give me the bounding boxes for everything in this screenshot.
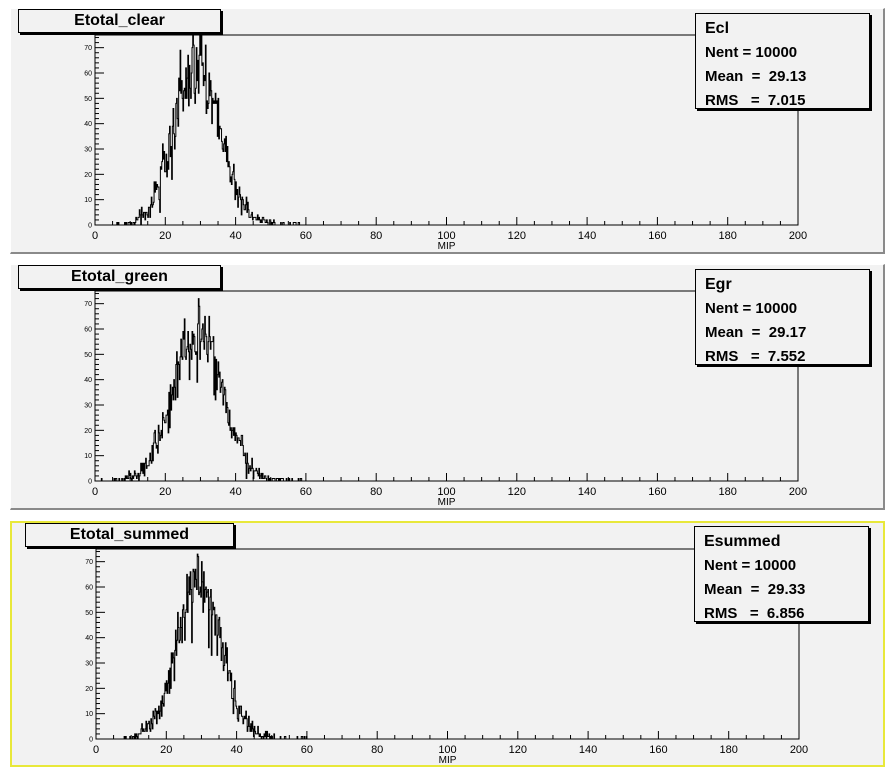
x-tick-label: 160 [648,486,666,498]
x-tick-label: 120 [508,230,526,242]
y-tick-label: 0 [88,479,92,486]
x-tick-label: 140 [578,230,596,242]
x-tick-label: 100 [438,744,456,756]
y-tick-label: 60 [84,327,92,334]
x-axis-label: MIP [438,241,456,252]
x-tick-label: 180 [719,486,737,498]
stats-entries: Nent = 10000 [705,300,798,317]
y-tick-label: 0 [88,223,92,230]
y-tick-label: 30 [84,403,92,410]
x-tick-label: 80 [370,486,382,498]
x-tick-label: 60 [300,230,312,242]
x-tick-label: 200 [789,486,807,498]
y-tick-label: 10 [85,711,93,718]
histogram-title: Etotal_green [18,265,221,289]
y-tick-label: 70 [84,45,92,52]
stats-name: Esummed [704,533,781,550]
y-tick-label: 70 [84,301,92,308]
histogram-plot-summed: 0 10 20 30 40 50 60 70 0 20 40 60 80 100 120 140 160 180 2… [85,548,808,766]
x-tick-label: 40 [230,744,242,756]
y-tick-label: 10 [84,453,92,460]
x-tick-label: 160 [648,230,666,242]
x-tick-label: 60 [300,486,312,498]
plot-frame [94,34,799,226]
histogram-pad-clear[interactable]: 0 10 20 30 40 50 60 70 0 20 40 60 80 100 120 140 160 180 2… [10,8,885,254]
histogram-pad-green[interactable]: 0 10 20 30 40 50 60 70 0 20 40 60 80 100 120 140 160 180 2… [10,264,885,510]
stats-rms: RMS = 7.015 [705,92,806,109]
x-tick-label: 120 [509,744,527,756]
y-tick-label: 20 [85,686,93,693]
x-tick-label: 40 [229,486,241,498]
x-tick-label: 200 [790,744,808,756]
histogram-title: Etotal_clear [18,9,221,33]
y-tick-label: 40 [84,121,92,128]
y-tick-label: 50 [85,610,93,617]
y-tick-label: 20 [84,428,92,435]
y-tick-label: 30 [85,661,93,668]
histogram-line [96,553,799,740]
stats-mean: Mean = 29.33 [704,581,806,598]
x-tick-label: 100 [437,230,455,242]
x-tick-label: 40 [229,230,241,242]
x-tick-label: 80 [370,230,382,242]
histogram-title: Etotal_summed [25,523,234,547]
histogram-line [95,31,798,226]
y-tick-label: 20 [84,172,92,179]
x-tick-label: 0 [92,230,98,242]
x-tick-label: 160 [649,744,667,756]
histogram-plot-clear: 0 10 20 30 40 50 60 70 0 20 40 60 80 100 120 140 160 180 2… [84,31,807,252]
stats-mean: Mean = 29.13 [705,68,807,85]
stats-name: Egr [705,276,732,293]
histogram-pad-summed[interactable]: 0 10 20 30 40 50 60 70 0 20 40 60 80 100 120 140 160 180 2… [10,521,885,767]
x-tick-label: 100 [437,486,455,498]
y-tick-label: 60 [85,585,93,592]
x-axis-label: MIP [439,755,457,766]
y-tick-label: 70 [85,559,93,566]
x-tick-label: 20 [160,744,172,756]
x-tick-label: 140 [578,486,596,498]
x-tick-label: 80 [371,744,383,756]
x-tick-label: 0 [93,744,99,756]
y-tick-label: 50 [84,96,92,103]
x-tick-label: 140 [579,744,597,756]
y-tick-label: 40 [85,635,93,642]
x-tick-label: 20 [159,486,171,498]
plot-frame [94,290,799,482]
y-tick-label: 30 [84,147,92,154]
stats-rms: RMS = 7.552 [705,348,806,365]
x-tick-label: 0 [92,486,98,498]
histogram-line [95,298,798,482]
y-tick-label: 40 [84,377,92,384]
y-tick-label: 0 [89,737,93,744]
x-tick-label: 200 [789,230,807,242]
stats-mean: Mean = 29.17 [705,324,807,341]
stats-box[interactable]: Esummed Nent = 10000 Mean = 29.33 RMS = … [694,526,869,622]
y-tick-label: 50 [84,352,92,359]
stats-entries: Nent = 10000 [704,557,797,574]
x-tick-label: 20 [159,230,171,242]
x-tick-label: 120 [508,486,526,498]
stats-name: Ecl [705,20,730,37]
x-axis-label: MIP [438,497,456,508]
stats-rms: RMS = 6.856 [704,605,805,622]
x-tick-label: 180 [720,744,738,756]
stats-entries: Nent = 10000 [705,44,798,61]
x-tick-label: 180 [719,230,737,242]
x-tick-label: 60 [301,744,313,756]
histogram-plot-green: 0 10 20 30 40 50 60 70 0 20 40 60 80 100 120 140 160 180 2… [84,290,807,508]
y-tick-label: 60 [84,71,92,78]
stats-box[interactable]: Ecl Nent = 10000 Mean = 29.13 RMS = 7.01… [695,13,870,109]
y-tick-label: 10 [84,197,92,204]
stats-box[interactable]: Egr Nent = 10000 Mean = 29.17 RMS = 7.55… [695,269,870,365]
